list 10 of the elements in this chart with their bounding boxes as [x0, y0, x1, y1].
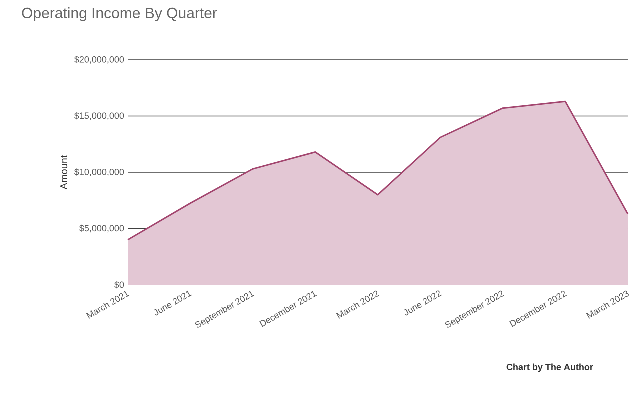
- y-axis-title: Amount: [60, 155, 68, 190]
- y-tick-label: $20,000,000: [74, 56, 124, 64]
- y-tick-label: $5,000,000: [80, 224, 124, 233]
- chart-title: Operating Income By Quarter: [22, 8, 218, 22]
- y-tick-label: $10,000,000: [74, 168, 124, 176]
- x-tick-label: June 2021: [154, 290, 192, 316]
- x-tick-label: June 2022: [404, 290, 442, 316]
- y-tick-label: $0: [114, 281, 124, 289]
- y-tick-label: $15,000,000: [74, 112, 124, 120]
- text: Chart by The Author: [506, 364, 594, 372]
